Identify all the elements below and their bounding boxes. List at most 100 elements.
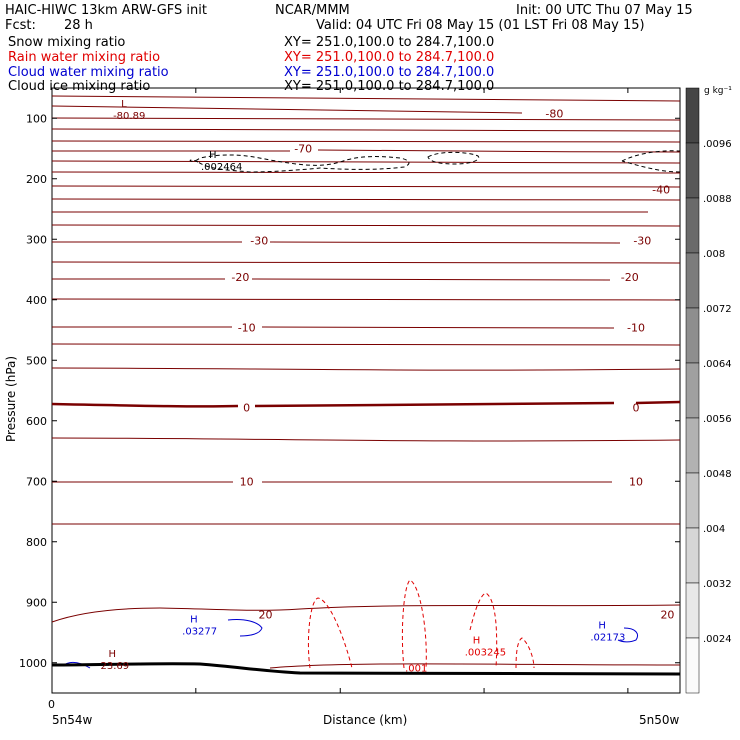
isotherm — [52, 278, 611, 281]
field-rain-name: Rain water mixing ratio — [8, 50, 161, 65]
colorbar-swatch — [685, 472, 700, 529]
cloud-ice-contour — [427, 151, 480, 165]
extremum-marker: H — [598, 621, 606, 632]
cloud-ice-contour — [189, 154, 410, 173]
colorbar-swatch — [685, 87, 700, 144]
y-tick-label: 700 — [26, 475, 47, 488]
extremum-value: 23.69 — [101, 661, 130, 672]
colorbar-swatch — [685, 307, 700, 364]
colorbar: .0096 .0088 .008 .0072 .0064 .0056 .0048 .004 .0… — [685, 87, 732, 694]
extrema-labels: L-80.89H.002464H.03277H23.69H.003245H.02… — [101, 99, 626, 672]
y-tick-label: 1000 — [19, 657, 47, 670]
isotherm — [269, 663, 681, 669]
isotherm — [51, 160, 681, 164]
isotherm — [52, 149, 681, 153]
isotherm — [51, 105, 523, 114]
isotherm-label: 20 — [259, 608, 273, 621]
colorbar-swatch — [685, 637, 700, 694]
isotherm — [51, 140, 681, 143]
colorbar-swatch — [685, 582, 700, 639]
field-cloudwater-name: Cloud water mixing ratio — [8, 65, 169, 80]
isotherm — [51, 343, 681, 346]
colorbar-swatch — [685, 362, 700, 419]
extremum-marker: H — [209, 150, 217, 161]
colorbar-swatch — [685, 417, 700, 474]
colorbar-label: .0072 — [703, 304, 732, 315]
fcst-value: 28 h — [64, 18, 93, 33]
colorbar-swatch — [685, 252, 700, 309]
colorbar-label: .0024 — [703, 634, 732, 645]
isotherm — [51, 224, 681, 227]
isotherm — [51, 261, 681, 264]
extremum-marker: H — [190, 614, 198, 625]
field-cloudice-name: Cloud ice mixing ratio — [8, 79, 151, 94]
colorbar-label: .0048 — [703, 469, 732, 480]
field-snow-xy: XY= 251.0,100.0 to 284.7,100.0 — [284, 35, 495, 50]
isotherm-label: -30 — [250, 234, 268, 247]
isotherm-label: -10 — [238, 322, 256, 335]
model-title: HAIC-HIWC 13km ARW-GFS init — [5, 3, 207, 18]
field-cloudice-xy: XY= 251.0,100.0 to 284.7,100.0 — [284, 79, 495, 94]
ground-line — [51, 662, 681, 676]
isotherm-label: -70 — [294, 143, 312, 156]
fcst-label: Fcst: — [5, 18, 36, 33]
extremum-marker: H — [473, 636, 481, 647]
isotherm-label: -40 — [652, 184, 670, 197]
colorbar-unit: g kg⁻¹ — [704, 86, 732, 96]
x-axis — [51, 88, 629, 693]
field-snow-name: Snow mixing ratio — [8, 35, 126, 50]
isotherm-label: -20 — [231, 271, 249, 284]
isotherm-label: 0 — [633, 401, 640, 414]
freezing-level — [51, 400, 681, 408]
valid-label: Valid: 04 UTC Fri 08 May 15 (01 LST Fri … — [316, 18, 645, 33]
isotherm-contours — [51, 95, 681, 669]
extremum-marker: H — [109, 649, 117, 660]
isotherm — [51, 117, 681, 121]
cloud-water-contour — [617, 627, 638, 643]
isotherm — [51, 437, 681, 442]
isotherm — [52, 241, 621, 244]
colorbar-swatch — [685, 142, 700, 199]
y-tick-label: 300 — [26, 233, 47, 246]
colorbar-label: .0088 — [703, 194, 732, 205]
extremum-marker: L — [121, 99, 127, 110]
isotherm — [51, 198, 681, 201]
extremum-value: .002464 — [201, 162, 242, 173]
isotherm-label: 0 — [243, 401, 250, 414]
isotherm-label: -80 — [545, 107, 563, 120]
isotherm — [51, 171, 681, 174]
y-tick-label: 800 — [26, 536, 47, 549]
isotherm — [52, 326, 615, 329]
isotherm — [51, 128, 681, 132]
cloud-water-contour — [227, 619, 263, 637]
colorbar-label: .0032 — [703, 579, 732, 590]
isotherm-label: -30 — [633, 234, 651, 247]
contour-labels: -80 -70 -40 -30 -30 -20 -20 -10 -10 0 0 10 10 20 20 .00… — [231, 107, 674, 674]
rain-contour-label: .001 — [405, 664, 427, 675]
rain-contour — [515, 637, 535, 669]
isotherm-label: 20 — [660, 608, 674, 621]
field-rain-xy: XY= 251.0,100.0 to 284.7,100.0 — [284, 50, 495, 65]
init-label: Init: 00 UTC Thu 07 May 15 — [516, 3, 693, 18]
extremum-value: .03277 — [182, 626, 217, 637]
colorbar-label: .008 — [703, 249, 725, 260]
colorbar-label: .0096 — [703, 139, 732, 150]
isotherm — [51, 367, 681, 371]
isotherm — [51, 95, 681, 102]
colorbar-swatch — [685, 527, 700, 584]
colorbar-label: .0056 — [703, 414, 732, 425]
field-cloudwater-xy: XY= 251.0,100.0 to 284.7,100.0 — [284, 65, 495, 80]
isotherm-label: -20 — [621, 271, 639, 284]
isotherm-label: 10 — [629, 475, 643, 488]
org-label: NCAR/MMM — [275, 3, 350, 18]
y-tick-label: 600 — [26, 415, 47, 428]
y-tick-label: 500 — [26, 354, 47, 367]
isotherm — [51, 185, 681, 188]
extremum-value: -80.89 — [113, 111, 145, 122]
extremum-value: .02173 — [590, 633, 625, 644]
x-left-label: 5n54w — [52, 713, 93, 727]
x-right-label: 5n50w — [639, 713, 680, 727]
isotherm-label: -10 — [627, 322, 645, 335]
x-zero-label: 0 — [48, 698, 55, 711]
